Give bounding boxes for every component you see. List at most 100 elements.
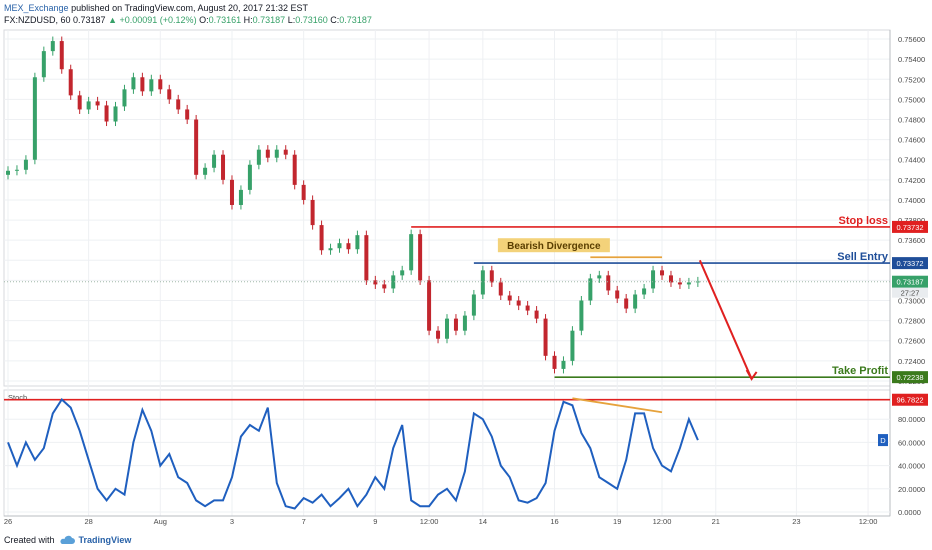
current-price-text: 0.73187 xyxy=(896,278,923,287)
candle-body xyxy=(274,149,279,158)
close-label: C: xyxy=(330,15,340,25)
time-axis-tick: 28 xyxy=(84,517,92,526)
candle-body xyxy=(453,318,458,331)
symbol-label[interactable]: FX:NZDUSD, 60 xyxy=(4,15,71,25)
candle-body xyxy=(310,199,315,226)
candle-body xyxy=(677,282,682,285)
candle-body xyxy=(355,235,360,250)
candle-body xyxy=(489,270,494,283)
low-value: 0.73160 xyxy=(295,15,328,25)
time-axis-tick: 19 xyxy=(613,517,621,526)
candle-body xyxy=(212,154,217,168)
candle-body xyxy=(104,105,109,122)
stoch-level-tag xyxy=(892,393,928,406)
last-price: 0.73187 xyxy=(73,15,106,25)
candle-body xyxy=(561,360,566,369)
time-axis-tick: 21 xyxy=(712,517,720,526)
stoch-d-text: D xyxy=(880,436,886,445)
candle-body xyxy=(140,77,145,92)
time-axis-tick: 23 xyxy=(792,517,800,526)
price-axis-tick: 0.74400 xyxy=(898,156,925,165)
price-axis-tick: 0.72800 xyxy=(898,317,925,326)
price-axis-tick: 0.74600 xyxy=(898,136,925,145)
stoch-axis-tick: 0.0000 xyxy=(898,508,921,517)
candle-body xyxy=(436,330,441,339)
high-value: 0.73187 xyxy=(252,15,286,25)
candle-body xyxy=(480,270,485,295)
candle-body xyxy=(167,89,172,100)
price-axis-tick: 0.74000 xyxy=(898,196,925,205)
candle-body xyxy=(543,318,548,356)
candle-body xyxy=(337,243,342,249)
chart-header: MEX_Exchange published on TradingView.co… xyxy=(4,2,904,30)
candle-body xyxy=(176,99,181,110)
candle-body xyxy=(32,77,37,160)
time-axis-tick: Aug xyxy=(154,517,167,526)
stoch-axis-tick: 80.0000 xyxy=(898,415,925,424)
footer: Created with TradingView xyxy=(4,533,131,547)
author-link[interactable]: MEX_Exchange xyxy=(4,3,69,13)
candle-body xyxy=(516,300,521,306)
low-label: L: xyxy=(287,15,296,25)
candle-body xyxy=(185,109,190,120)
candle-body xyxy=(50,41,55,52)
candle-body xyxy=(301,184,306,200)
open-value: 0.73161 xyxy=(208,15,242,25)
candle-body xyxy=(292,154,297,185)
time-axis-tick: 12:00 xyxy=(859,517,878,526)
candle-body xyxy=(194,119,199,175)
candle-body xyxy=(525,305,530,311)
candle-body xyxy=(68,69,73,96)
candle-body xyxy=(373,280,378,285)
candle-body xyxy=(113,106,118,122)
created-with-label: Created with xyxy=(4,535,55,545)
candle-body xyxy=(606,275,611,291)
candle-body xyxy=(597,275,602,279)
candle-body xyxy=(158,79,163,90)
stop-loss-price-text: 0.73732 xyxy=(896,223,923,232)
candle-body xyxy=(86,101,91,110)
price-change: ▲ +0.00091 (+0.12%) xyxy=(108,15,197,25)
candle-body xyxy=(328,248,333,251)
take-profit-price-text: 0.72238 xyxy=(896,373,923,382)
sell-entry-label: Sell Entry xyxy=(837,251,889,263)
candle-body xyxy=(579,300,584,331)
candle-body xyxy=(651,270,656,289)
candle-body xyxy=(418,234,423,281)
candle-body xyxy=(41,51,46,78)
current-price-tag xyxy=(892,275,928,288)
stoch-axis-tick: 20.0000 xyxy=(898,485,925,494)
candle-body xyxy=(633,294,638,309)
stoch-level-text: 96.7822 xyxy=(896,396,923,405)
candle-body xyxy=(247,164,252,190)
countdown-text: 27:27 xyxy=(901,289,920,298)
publish-info: published on TradingView.com, August 20,… xyxy=(71,3,309,13)
sell-entry-price-tag xyxy=(892,257,928,270)
candle-body xyxy=(615,290,620,299)
candle-body xyxy=(221,154,226,180)
candle-body xyxy=(552,355,557,369)
stop-loss-price-tag xyxy=(892,220,928,233)
tradingview-brand[interactable]: TradingView xyxy=(78,535,132,545)
candle-body xyxy=(229,179,234,205)
candle-body xyxy=(265,149,270,158)
open-label: O: xyxy=(199,15,209,25)
forecast-arrowhead-icon xyxy=(745,369,758,381)
candle-body xyxy=(409,234,414,271)
high-label: H: xyxy=(243,15,253,25)
bearish-divergence-label: Bearish Divergence xyxy=(507,241,601,252)
time-axis-tick: 9 xyxy=(373,517,377,526)
price-axis-tick: 0.72600 xyxy=(898,337,925,346)
time-axis-tick: 7 xyxy=(302,517,306,526)
candle-body xyxy=(319,225,324,251)
stoch-line xyxy=(7,397,699,510)
candle-body xyxy=(95,101,100,106)
price-axis-tick: 0.74800 xyxy=(898,116,925,125)
candle-body xyxy=(23,159,28,170)
candle-body xyxy=(346,243,351,250)
candle-body xyxy=(462,315,467,331)
price-axis-tick: 0.75200 xyxy=(898,75,925,84)
stoch-pane[interactable] xyxy=(3,389,891,517)
close-value: 0.73187 xyxy=(339,15,372,25)
